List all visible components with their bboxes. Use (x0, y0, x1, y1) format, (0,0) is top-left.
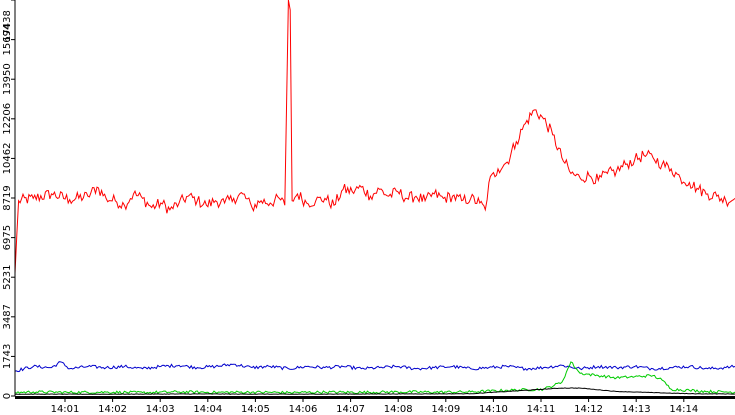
y-tick-label: 5231 (2, 264, 13, 289)
y-tick-label: 12206 (2, 103, 13, 135)
series-layer (14, 0, 735, 395)
x-tick-label: 14:02 (98, 404, 127, 415)
y-tick-label: 0 (2, 393, 13, 399)
x-tick-label: 14:03 (146, 404, 175, 415)
series-line-red (14, 0, 735, 274)
series-line-blue (14, 361, 735, 373)
x-tick-label: 14:08 (384, 404, 413, 415)
y-tick-label: 8719 (2, 185, 13, 210)
x-tick-label: 14:06 (289, 404, 318, 415)
x-tick-label: 14:11 (527, 404, 556, 415)
x-tick-label: 14:09 (431, 404, 460, 415)
series-line-black (15, 387, 735, 395)
x-tick-label: 14:04 (193, 404, 222, 415)
x-tick-label: 14:05 (241, 404, 270, 415)
y-tick-label: 6975 (2, 225, 13, 250)
y-tick-label: 17438 (2, 10, 13, 42)
y-tick-label: 15694 (2, 24, 13, 56)
x-tick-label: 14:10 (479, 404, 508, 415)
series-line-green (14, 361, 735, 395)
x-tick-label: 14:12 (574, 404, 603, 415)
x-axis-band (15, 396, 735, 399)
x-tick-label: 14:07 (336, 404, 365, 415)
x-tick-label: 14:13 (622, 404, 651, 415)
y-tick-label: 3487 (2, 304, 13, 329)
y-tick-label: 1743 (2, 344, 13, 369)
x-tick-label: 14:01 (51, 404, 80, 415)
x-tick-label: 14:14 (669, 404, 698, 415)
y-tick-label: 13950 (2, 63, 13, 95)
y-tick-label: 10462 (2, 143, 13, 175)
